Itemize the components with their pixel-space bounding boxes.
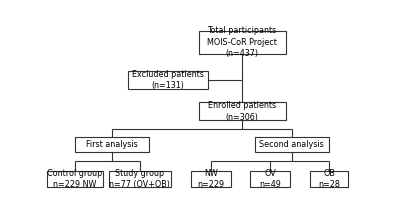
FancyBboxPatch shape — [199, 31, 286, 54]
FancyBboxPatch shape — [128, 71, 208, 89]
FancyBboxPatch shape — [47, 171, 103, 187]
FancyBboxPatch shape — [109, 171, 171, 187]
FancyBboxPatch shape — [255, 137, 329, 152]
FancyBboxPatch shape — [199, 102, 286, 120]
FancyBboxPatch shape — [250, 171, 290, 187]
FancyBboxPatch shape — [310, 171, 348, 187]
Text: NW
n=229: NW n=229 — [198, 169, 225, 189]
Text: Enrolled patients
(n=306): Enrolled patients (n=306) — [208, 101, 276, 122]
Text: Excluded patients
(n=131): Excluded patients (n=131) — [132, 70, 204, 90]
FancyBboxPatch shape — [75, 137, 149, 152]
Text: OB
n=28: OB n=28 — [318, 169, 340, 189]
Text: OV
n=49: OV n=49 — [259, 169, 281, 189]
Text: Total participants
MOIS-CoR Project
(n=437): Total participants MOIS-CoR Project (n=4… — [207, 26, 277, 58]
Text: Control group
n=229 NW: Control group n=229 NW — [47, 169, 102, 189]
Text: Second analysis: Second analysis — [260, 140, 324, 149]
FancyBboxPatch shape — [191, 171, 231, 187]
Text: Study group
n=77 (OV+OB): Study group n=77 (OV+OB) — [110, 169, 170, 189]
Text: First analysis: First analysis — [86, 140, 138, 149]
